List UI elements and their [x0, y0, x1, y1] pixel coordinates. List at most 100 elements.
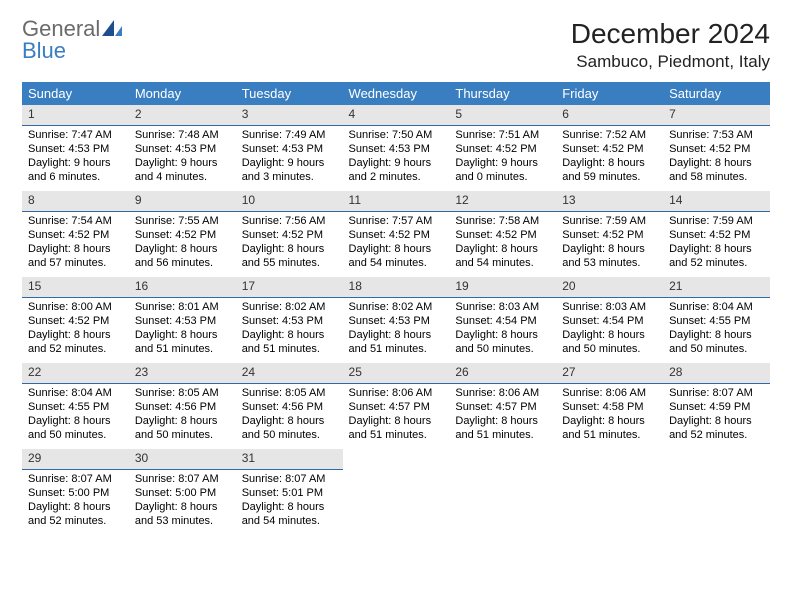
day-number: 21 [663, 277, 770, 298]
sunset-text: Sunset: 4:53 PM [242, 314, 337, 328]
day-details: Sunrise: 7:54 AMSunset: 4:52 PMDaylight:… [22, 212, 129, 275]
day-details: Sunrise: 7:56 AMSunset: 4:52 PMDaylight:… [236, 212, 343, 275]
daylight-text: Daylight: 8 hours and 51 minutes. [562, 414, 657, 443]
sunset-text: Sunset: 4:53 PM [349, 142, 444, 156]
day-number: 25 [343, 363, 450, 384]
sunset-text: Sunset: 4:53 PM [135, 142, 230, 156]
day-number: 24 [236, 363, 343, 384]
sunrise-text: Sunrise: 7:59 AM [562, 214, 657, 228]
sunset-text: Sunset: 4:53 PM [135, 314, 230, 328]
sunrise-text: Sunrise: 7:57 AM [349, 214, 444, 228]
calendar-day-cell: 6Sunrise: 7:52 AMSunset: 4:52 PMDaylight… [556, 105, 663, 191]
day-number: 16 [129, 277, 236, 298]
day-details: Sunrise: 8:07 AMSunset: 5:00 PMDaylight:… [129, 470, 236, 533]
calendar-day-cell: 13Sunrise: 7:59 AMSunset: 4:52 PMDayligh… [556, 191, 663, 277]
calendar-day-cell: .. [556, 449, 663, 535]
day-details: Sunrise: 8:00 AMSunset: 4:52 PMDaylight:… [22, 298, 129, 361]
sunset-text: Sunset: 4:53 PM [349, 314, 444, 328]
calendar-week-row: 22Sunrise: 8:04 AMSunset: 4:55 PMDayligh… [22, 363, 770, 449]
day-details: Sunrise: 7:59 AMSunset: 4:52 PMDaylight:… [663, 212, 770, 275]
calendar-day-cell: 12Sunrise: 7:58 AMSunset: 4:52 PMDayligh… [449, 191, 556, 277]
sunrise-text: Sunrise: 7:53 AM [669, 128, 764, 142]
day-number: 9 [129, 191, 236, 212]
brand-logo: General Blue [22, 18, 122, 62]
daylight-text: Daylight: 8 hours and 50 minutes. [242, 414, 337, 443]
day-number: 7 [663, 105, 770, 126]
sunrise-text: Sunrise: 8:02 AM [349, 300, 444, 314]
calendar-day-cell: 9Sunrise: 7:55 AMSunset: 4:52 PMDaylight… [129, 191, 236, 277]
day-details: Sunrise: 8:02 AMSunset: 4:53 PMDaylight:… [236, 298, 343, 361]
sunset-text: Sunset: 4:52 PM [562, 228, 657, 242]
day-details: Sunrise: 7:47 AMSunset: 4:53 PMDaylight:… [22, 126, 129, 189]
day-number: 3 [236, 105, 343, 126]
sunrise-text: Sunrise: 7:50 AM [349, 128, 444, 142]
sunset-text: Sunset: 4:52 PM [455, 142, 550, 156]
sunrise-text: Sunrise: 8:04 AM [28, 386, 123, 400]
daylight-text: Daylight: 8 hours and 51 minutes. [135, 328, 230, 357]
daylight-text: Daylight: 8 hours and 54 minutes. [455, 242, 550, 271]
calendar-day-cell: .. [343, 449, 450, 535]
daylight-text: Daylight: 8 hours and 50 minutes. [562, 328, 657, 357]
daylight-text: Daylight: 9 hours and 0 minutes. [455, 156, 550, 185]
calendar-day-cell: 8Sunrise: 7:54 AMSunset: 4:52 PMDaylight… [22, 191, 129, 277]
calendar-week-row: 1Sunrise: 7:47 AMSunset: 4:53 PMDaylight… [22, 105, 770, 191]
daylight-text: Daylight: 8 hours and 53 minutes. [135, 500, 230, 529]
location-subtitle: Sambuco, Piedmont, Italy [571, 52, 770, 72]
calendar-day-cell: 23Sunrise: 8:05 AMSunset: 4:56 PMDayligh… [129, 363, 236, 449]
sunset-text: Sunset: 4:56 PM [242, 400, 337, 414]
day-number: 26 [449, 363, 556, 384]
weekday-header: Friday [556, 82, 663, 105]
sunrise-text: Sunrise: 7:47 AM [28, 128, 123, 142]
page-header: General Blue December 2024 Sambuco, Pied… [22, 18, 770, 72]
sunset-text: Sunset: 4:58 PM [562, 400, 657, 414]
day-details: Sunrise: 8:06 AMSunset: 4:57 PMDaylight:… [449, 384, 556, 447]
calendar-table: SundayMondayTuesdayWednesdayThursdayFrid… [22, 82, 770, 535]
day-details: Sunrise: 8:06 AMSunset: 4:58 PMDaylight:… [556, 384, 663, 447]
calendar-day-cell: 30Sunrise: 8:07 AMSunset: 5:00 PMDayligh… [129, 449, 236, 535]
calendar-day-cell: 28Sunrise: 8:07 AMSunset: 4:59 PMDayligh… [663, 363, 770, 449]
sunrise-text: Sunrise: 7:58 AM [455, 214, 550, 228]
day-details: Sunrise: 7:48 AMSunset: 4:53 PMDaylight:… [129, 126, 236, 189]
calendar-day-cell: 15Sunrise: 8:00 AMSunset: 4:52 PMDayligh… [22, 277, 129, 363]
daylight-text: Daylight: 8 hours and 51 minutes. [349, 414, 444, 443]
calendar-day-cell: 10Sunrise: 7:56 AMSunset: 4:52 PMDayligh… [236, 191, 343, 277]
day-number: 31 [236, 449, 343, 470]
day-details: Sunrise: 8:02 AMSunset: 4:53 PMDaylight:… [343, 298, 450, 361]
day-details: Sunrise: 7:55 AMSunset: 4:52 PMDaylight:… [129, 212, 236, 275]
calendar-day-cell: 26Sunrise: 8:06 AMSunset: 4:57 PMDayligh… [449, 363, 556, 449]
day-number: 23 [129, 363, 236, 384]
calendar-day-cell: .. [449, 449, 556, 535]
sunset-text: Sunset: 4:55 PM [28, 400, 123, 414]
sunset-text: Sunset: 4:57 PM [455, 400, 550, 414]
calendar-body: 1Sunrise: 7:47 AMSunset: 4:53 PMDaylight… [22, 105, 770, 535]
sunset-text: Sunset: 4:54 PM [455, 314, 550, 328]
calendar-day-cell: 29Sunrise: 8:07 AMSunset: 5:00 PMDayligh… [22, 449, 129, 535]
daylight-text: Daylight: 8 hours and 54 minutes. [349, 242, 444, 271]
daylight-text: Daylight: 8 hours and 57 minutes. [28, 242, 123, 271]
calendar-day-cell: 14Sunrise: 7:59 AMSunset: 4:52 PMDayligh… [663, 191, 770, 277]
daylight-text: Daylight: 8 hours and 52 minutes. [669, 242, 764, 271]
sunrise-text: Sunrise: 8:07 AM [669, 386, 764, 400]
day-number: 19 [449, 277, 556, 298]
day-details: Sunrise: 7:52 AMSunset: 4:52 PMDaylight:… [556, 126, 663, 189]
sunrise-text: Sunrise: 7:48 AM [135, 128, 230, 142]
daylight-text: Daylight: 8 hours and 52 minutes. [669, 414, 764, 443]
day-number: 4 [343, 105, 450, 126]
day-number: 5 [449, 105, 556, 126]
sunset-text: Sunset: 4:53 PM [242, 142, 337, 156]
daylight-text: Daylight: 8 hours and 50 minutes. [669, 328, 764, 357]
logo-word-blue: Blue [22, 40, 122, 62]
day-details: Sunrise: 7:50 AMSunset: 4:53 PMDaylight:… [343, 126, 450, 189]
day-number: 2 [129, 105, 236, 126]
sunset-text: Sunset: 5:00 PM [135, 486, 230, 500]
calendar-week-row: 15Sunrise: 8:00 AMSunset: 4:52 PMDayligh… [22, 277, 770, 363]
day-number: 20 [556, 277, 663, 298]
day-number: 14 [663, 191, 770, 212]
daylight-text: Daylight: 8 hours and 52 minutes. [28, 328, 123, 357]
sunset-text: Sunset: 4:59 PM [669, 400, 764, 414]
calendar-day-cell: 20Sunrise: 8:03 AMSunset: 4:54 PMDayligh… [556, 277, 663, 363]
sunrise-text: Sunrise: 7:59 AM [669, 214, 764, 228]
calendar-day-cell: .. [663, 449, 770, 535]
daylight-text: Daylight: 8 hours and 51 minutes. [455, 414, 550, 443]
calendar-day-cell: 7Sunrise: 7:53 AMSunset: 4:52 PMDaylight… [663, 105, 770, 191]
